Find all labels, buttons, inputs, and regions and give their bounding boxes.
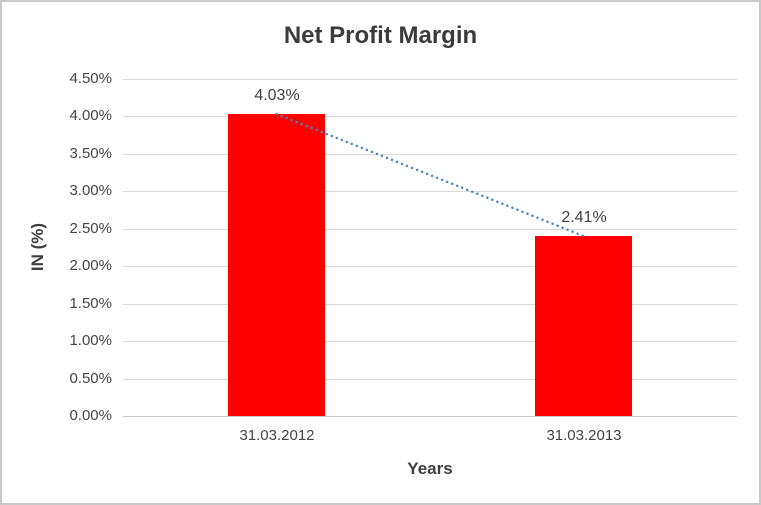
y-tick-label: 4.00% — [69, 107, 112, 124]
y-tick-label: 1.00% — [69, 332, 112, 349]
y-tick-label: 3.50% — [69, 145, 112, 162]
gridline — [123, 379, 737, 380]
x-tick-label: 31.03.2012 — [239, 427, 315, 444]
y-tick-label: 0.50% — [69, 370, 112, 387]
x-axis-line — [123, 416, 737, 417]
y-tick-label: 3.00% — [69, 182, 112, 199]
x-tick-label: 31.03.2013 — [546, 427, 622, 444]
gridline — [123, 341, 737, 342]
y-tick-label: 2.00% — [69, 257, 112, 274]
data-label: 4.03% — [254, 87, 300, 104]
chart-title: Net Profit Margin — [283, 22, 478, 49]
y-tick-label: 1.50% — [69, 295, 112, 312]
gridline — [123, 116, 737, 117]
y-tick-label: 4.50% — [69, 70, 112, 87]
gridline — [123, 191, 737, 192]
data-label: 2.41% — [561, 209, 607, 226]
gridline — [123, 304, 737, 305]
gridline — [123, 229, 737, 230]
gridline — [123, 266, 737, 267]
bar — [228, 114, 325, 416]
gridline — [123, 79, 737, 80]
y-tick-label: 0.00% — [69, 407, 112, 424]
bar — [535, 236, 632, 416]
gridline — [123, 154, 737, 155]
x-axis-title: Years — [407, 459, 453, 478]
y-axis-title: IN (%) — [28, 222, 47, 272]
y-tick-label: 2.50% — [69, 220, 112, 237]
